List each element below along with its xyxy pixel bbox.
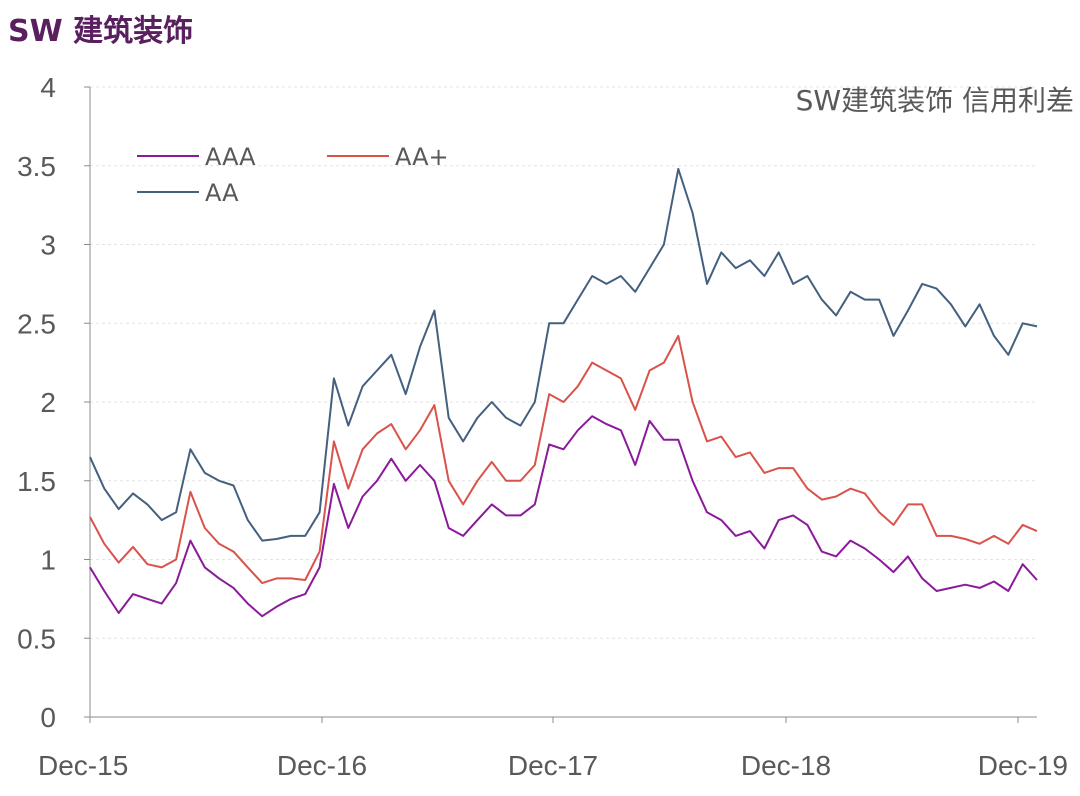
x-tick-label: Dec-16 xyxy=(277,750,367,781)
y-tick-label: 1 xyxy=(40,545,56,576)
chart-title: SW建筑装饰 信用利差 xyxy=(796,84,1074,117)
legend: AAA AA+ AA xyxy=(137,143,449,207)
series-line-aaa xyxy=(89,415,1038,618)
legend-label: AA xyxy=(205,179,239,207)
x-tick-label: Dec-17 xyxy=(508,750,598,781)
series-line-aaplus xyxy=(89,334,1038,585)
x-tick-label: Dec-18 xyxy=(741,750,831,781)
page-title: SW 建筑装饰 xyxy=(8,14,194,49)
y-tick-label: 2 xyxy=(40,387,56,418)
y-tick-label: 2.5 xyxy=(17,308,56,339)
y-tick-label: 0.5 xyxy=(17,623,56,654)
x-tick-label: Dec-19 xyxy=(978,750,1068,781)
series-lines xyxy=(89,167,1038,618)
y-tick-label: 0 xyxy=(40,702,56,733)
x-tick-label: Dec-15 xyxy=(38,750,128,781)
legend-label: AAA xyxy=(205,143,256,171)
gridlines xyxy=(84,86,1037,718)
series-line-aa xyxy=(89,167,1038,542)
legend-label: AA+ xyxy=(395,143,449,171)
y-tick-label: 1.5 xyxy=(17,466,56,497)
y-tick-labels: 0 0.5 1 1.5 2 2.5 3 3.5 4 xyxy=(17,72,56,733)
y-tick-label: 4 xyxy=(40,72,56,103)
y-tick-label: 3 xyxy=(40,230,56,261)
x-tick-labels: Dec-15 Dec-16 Dec-17 Dec-18 Dec-19 xyxy=(38,750,1068,781)
y-tick-label: 3.5 xyxy=(17,151,56,182)
axes xyxy=(89,87,1037,723)
